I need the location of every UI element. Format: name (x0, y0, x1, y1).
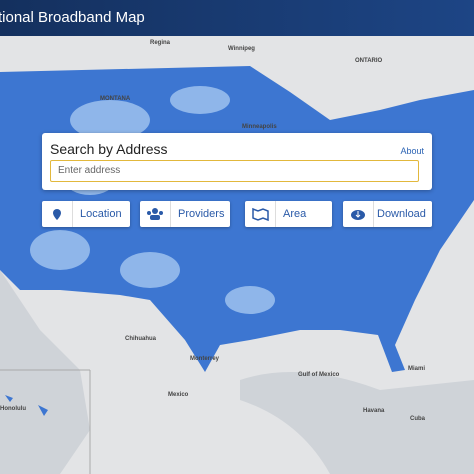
icon (53, 201, 73, 227)
map-label: Gulf of Mexico (298, 372, 340, 378)
map-label: Honolulu (0, 406, 26, 412)
icon (351, 201, 374, 227)
icon (147, 201, 171, 227)
map-label: Minneapolis (242, 124, 277, 130)
search-title: Search by Address (50, 141, 168, 157)
map-label: Regina (150, 40, 171, 46)
hawaii (5, 395, 48, 416)
map-label: MONTANA (100, 96, 131, 102)
providers-button[interactable]: Providers (140, 201, 230, 227)
map-label: Miami (408, 366, 425, 372)
header-title: tional Broadband Map (0, 9, 145, 26)
about-link[interactable]: About (400, 146, 424, 156)
button-label: Area (283, 208, 307, 220)
button-label: Download (377, 208, 426, 220)
map-label: Havana (363, 408, 385, 414)
map-label: Monterrey (190, 356, 220, 362)
location-button[interactable]: Location (42, 201, 130, 227)
map-label: Chihuahua (125, 336, 157, 342)
download-button[interactable]: Download (343, 201, 432, 227)
area-button[interactable]: Area (245, 201, 332, 227)
map-label: Mexico (168, 392, 189, 398)
header: tional Broadband Map (0, 0, 474, 36)
map-label: Winnipeg (228, 46, 255, 52)
button-label: Location (80, 208, 122, 220)
map-label: ONTARIO (355, 58, 383, 64)
ocean (0, 270, 90, 474)
search-panel: Search by Address About Enter address (42, 133, 432, 190)
icon (252, 201, 276, 227)
gulf (240, 372, 474, 474)
address-input[interactable]: Enter address (50, 160, 419, 182)
button-label: Providers (178, 208, 225, 220)
map-label: Cuba (410, 416, 426, 422)
